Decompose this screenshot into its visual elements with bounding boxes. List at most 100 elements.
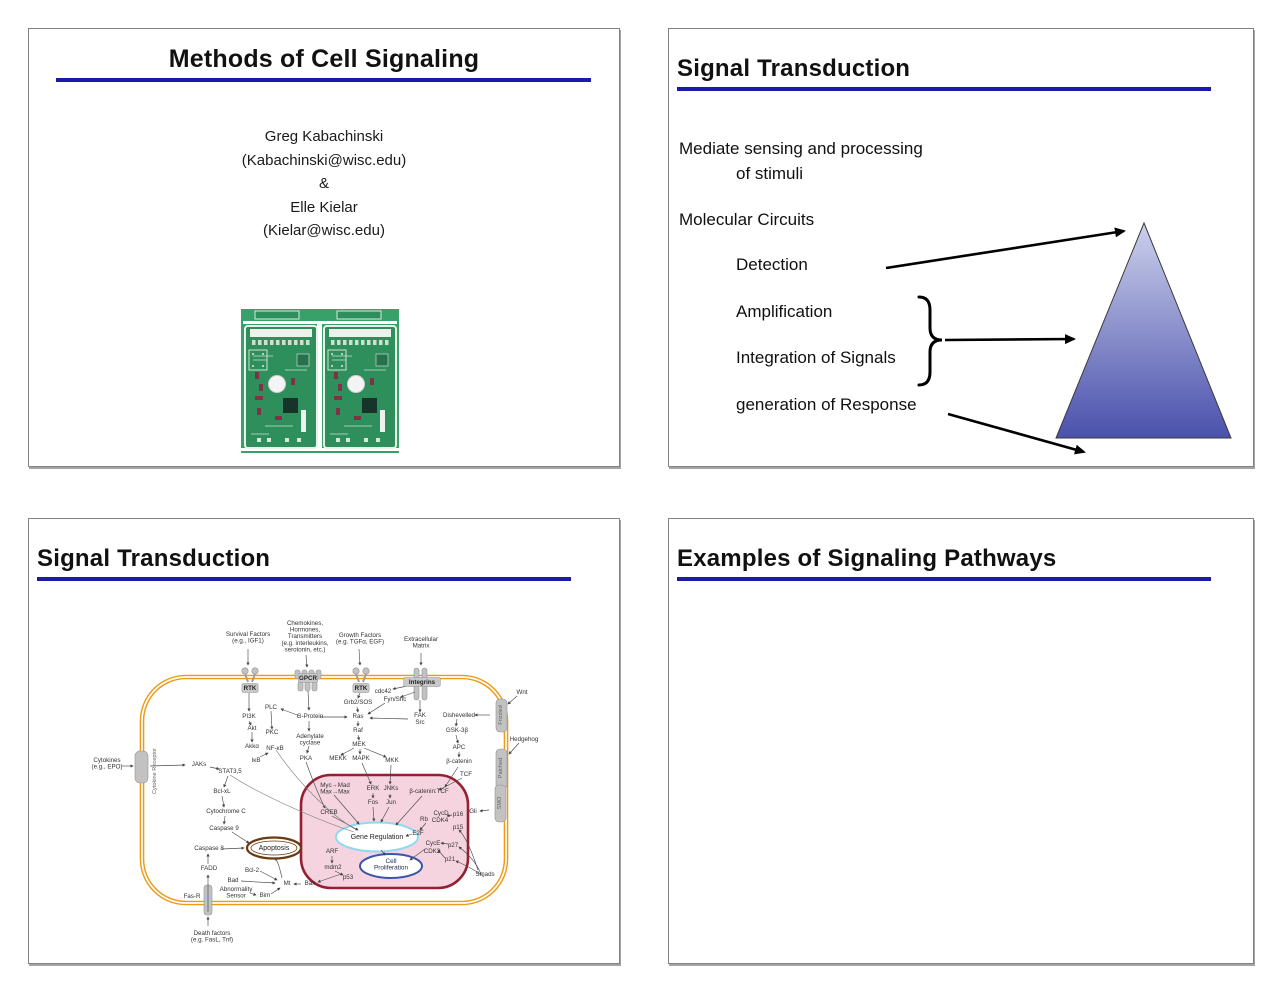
pathway-label-growth-factors: Growth Factors (e.g. TGFα, EGF): [336, 632, 384, 646]
pathway-label-smo: SMO: [497, 796, 503, 809]
pathway-label-e2f: E2F: [412, 830, 424, 837]
pathway-label-rb: Rb: [420, 816, 428, 823]
pathway-label-caspase-8: Caspase 8: [194, 845, 224, 852]
slide-title-methods-of-cell-signaling: Methods of Cell Signaling Greg Kabachins…: [28, 28, 620, 467]
pathway-label-plc: PLC: [265, 704, 278, 711]
gradient-pyramid: [1055, 221, 1232, 439]
pathway-label-bax: Bax: [305, 880, 317, 887]
pathway-label-ras: Ras: [352, 713, 363, 720]
pathway-label-src: Src: [415, 719, 424, 726]
pathway-label-creb: CREB: [320, 809, 337, 816]
bullet-molecular-circuits: Molecular Circuits: [679, 210, 815, 229]
circuit-boards-photo: [241, 309, 399, 453]
pathway-label-raf: Raf: [353, 727, 363, 734]
pathway-label-jaks: JAKs: [192, 761, 206, 768]
pathway-label-bcl-xl: Bcl-xL: [213, 788, 231, 795]
slide-signal-transduction-overview: Signal Transduction Mediate sensing and …: [668, 28, 1254, 467]
pathway-label-rtk: RTK: [244, 685, 257, 692]
author-line: Greg Kabachinski: [264, 128, 384, 145]
pathway-label-p21: p21: [445, 856, 456, 863]
cell-proliferation-ellipse: [359, 853, 423, 879]
pathway-label-arf: ARF: [326, 848, 339, 855]
bullet-amplification: Amplification: [736, 302, 833, 321]
pathway-label-caspase-9: Caspase 9: [209, 825, 239, 832]
pathway-label-gsk-3-: GSK-3β: [446, 727, 469, 734]
pathway-label-bcl-2: Bcl-2: [245, 867, 260, 874]
pathway-label-frizzled: Frizzled: [498, 705, 504, 725]
arrow-brace-to-middle: [944, 334, 1076, 345]
pathway-label-p27: p27: [448, 842, 459, 849]
pathway-label-jun: Jun: [386, 799, 397, 806]
slide-signal-transduction-pathway-map: Signal Transduction: [28, 518, 620, 964]
pathway-label-akk-: Akkα: [245, 743, 259, 750]
pathway-label-pi3k: PI3K: [242, 713, 256, 720]
pyramid-diagram: [885, 221, 1232, 455]
pathway-label-gpcr: GPCR: [299, 675, 317, 682]
pathway-label-mekk: MEKK: [329, 755, 347, 762]
pathway-label-death-factors: Death factors (e.g. FasL, Tnf): [191, 930, 233, 944]
pathway-label-cdc42: cdc42: [375, 688, 392, 695]
bullet-detection: Detection: [736, 255, 808, 274]
slide2-title: Signal Transduction: [677, 55, 911, 82]
pathway-label-fos: Fos: [368, 799, 378, 806]
pathway-label-bad: Bad: [227, 877, 239, 884]
pathway-label-extracellular: Extracellular Matrix: [404, 636, 438, 650]
pathway-label-akt: Akt: [248, 725, 257, 732]
pathway-label-chemokines-: Chemokines, Hormones, Transmitters (e.g. in…: [281, 620, 328, 653]
bullet-integration: Integration of Signals: [736, 348, 896, 367]
pathway-label-survival-factors: Survival Factors (e.g., IGF1): [226, 631, 270, 645]
pathway-label-grb2-sos: Grb2/SOS: [344, 699, 373, 706]
slide3-title: Signal Transduction: [37, 545, 271, 572]
title-underline: [677, 577, 1211, 581]
pathway-label-wnt: Wnt: [516, 689, 527, 696]
brace-amplification-integration: [917, 295, 943, 387]
pathway-label-adenylate: Adenylate cyclase: [296, 733, 324, 747]
pathway-label-pkc: PKC: [266, 729, 279, 736]
pathway-label-dishevelled: Dishevelled: [443, 712, 476, 719]
pathway-label-smads: Smads: [475, 871, 494, 878]
ampersand: &: [318, 175, 329, 192]
pathway-label-pka: PKA: [300, 755, 313, 762]
pathway-label-stat3-5: STAT3,5: [218, 768, 242, 775]
title-underline: [677, 87, 1211, 91]
pathway-label-integrins: Integrins: [409, 679, 436, 686]
author-line: Elle Kielar: [290, 198, 358, 216]
title-underline: [37, 577, 571, 581]
pathway-label-mkk: MKK: [385, 757, 399, 764]
pathway-label-cycd: CycD: [433, 810, 449, 817]
pathway-label-p16: p16: [453, 811, 464, 818]
pathway-label-mdm2: mdm2: [324, 864, 342, 871]
pathway-label-cytochrome-c: Cytochrome C: [206, 808, 246, 815]
pathway-labels: Survival Factors (e.g., IGF1) Chemokines, H…: [92, 620, 539, 944]
pathway-label-cdk2: CDK2: [424, 848, 441, 855]
signaling-pathway-diagram: Survival Factors (e.g., IGF1) Chemokines, H…: [92, 620, 539, 944]
authors-block: Greg Kabachinski (Kabachinski@wisc.edu) …: [29, 125, 619, 243]
pathway-label-gli: Gli: [469, 808, 477, 815]
pathway-label-rtk: RTK: [355, 685, 368, 692]
author-email: (Kabachinski@wisc.edu): [241, 151, 407, 169]
apoptosis-ellipse: [245, 836, 303, 860]
pathway-label-fak: FAK: [414, 712, 427, 719]
pathway-label-myc-mad: Myc→Mad Max→Max: [320, 782, 350, 796]
pathway-label-cytokine-receptor: Cytokine Receptor: [152, 748, 158, 794]
bullet-mediate: Mediate sensing and processing: [679, 139, 923, 158]
pathway-label-abnormality: Abnormality Sensor: [220, 886, 254, 900]
pathway-label-hedgehog: Hedgehog: [510, 736, 539, 743]
pathway-label-g-protein: G-Protein: [297, 713, 324, 720]
pathway-label-i-b: IκB: [252, 757, 261, 764]
pathway-label-fas-r: Fas-R: [184, 893, 201, 900]
pathway-label-fyn-shc: Fyn/Shc: [384, 696, 407, 703]
pathway-label-mek: MEK: [352, 741, 366, 748]
arrow-response-to-base: [947, 412, 1086, 455]
title-underline: [56, 78, 591, 82]
slide-examples-of-signaling-pathways: Examples of Signaling Pathways: [668, 518, 1254, 964]
slide1-title: Methods of Cell Signaling: [168, 45, 480, 73]
pathway-label-nf-b: NF-κB: [266, 745, 284, 752]
bullet-of-stimuli: of stimuli: [736, 164, 804, 183]
pathway-label-mt: Mt: [284, 880, 291, 887]
pathway-arrows: [122, 648, 520, 926]
pathway-label-apc: APC: [453, 744, 466, 751]
slide4-title: Examples of Signaling Pathways: [677, 545, 1057, 572]
pathway-label-fadd: FADD: [201, 865, 218, 872]
